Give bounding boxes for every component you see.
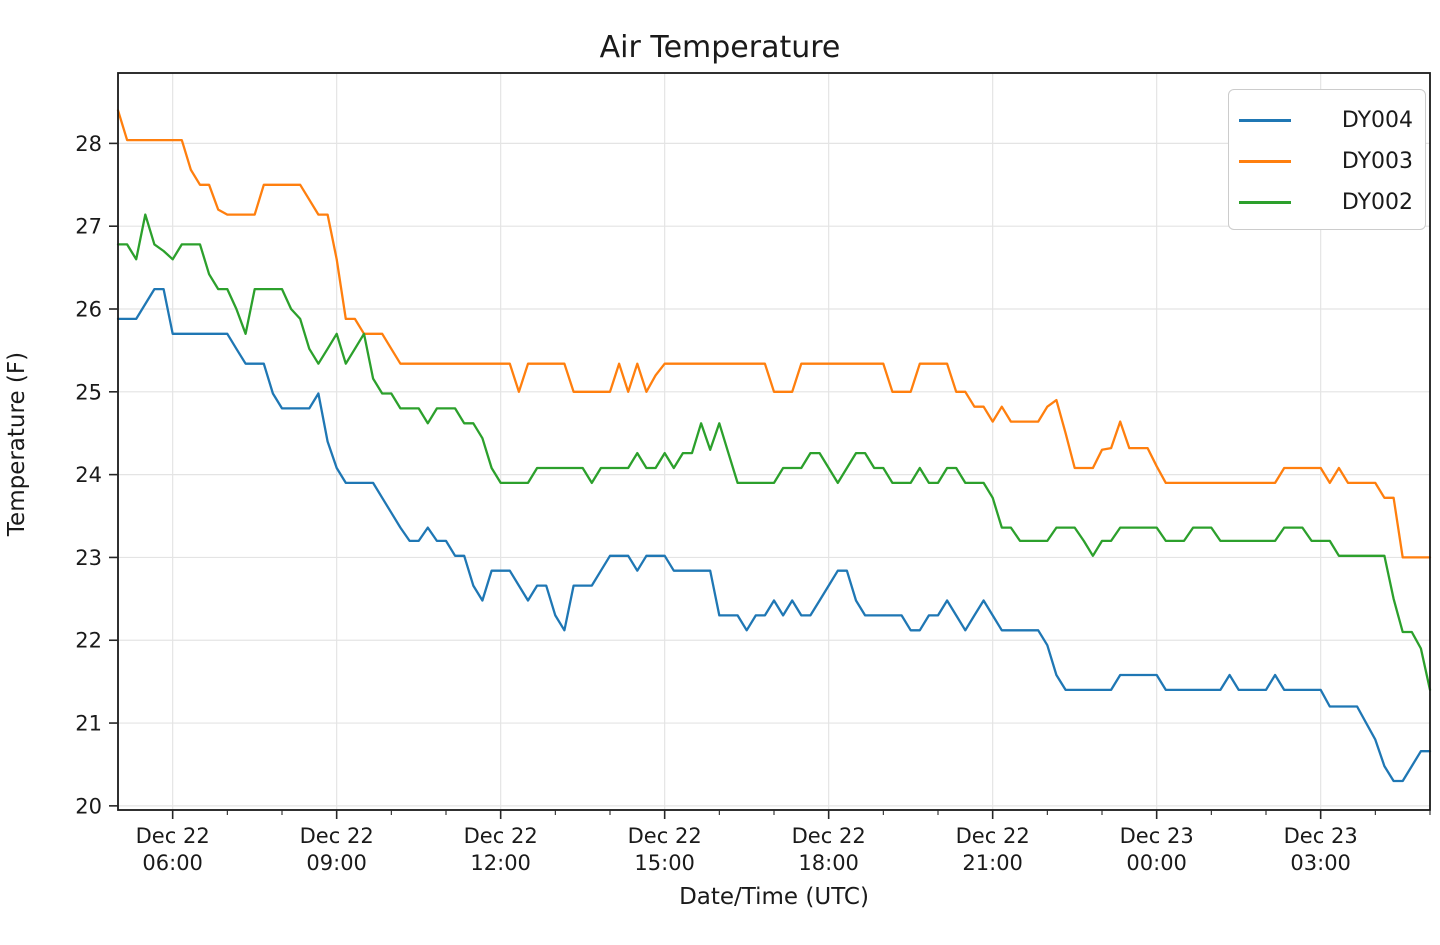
legend-label: DY004 bbox=[1341, 108, 1413, 133]
legend-label: DY002 bbox=[1341, 190, 1413, 215]
y-tick-label: 24 bbox=[75, 463, 102, 487]
legend-line-swatch bbox=[1239, 201, 1291, 204]
series-line-DY004 bbox=[116, 287, 1432, 783]
y-tick-label: 20 bbox=[75, 794, 102, 818]
series-line-DY003 bbox=[116, 109, 1432, 559]
x-tick-label: Dec 22 21:00 bbox=[956, 824, 1030, 875]
legend-item-DY002: DY002 bbox=[1229, 182, 1425, 223]
legend: DY004 DY003 DY002 bbox=[1228, 89, 1426, 230]
chart-title: Air Temperature bbox=[599, 30, 841, 65]
x-tick-label: Dec 22 12:00 bbox=[464, 824, 538, 875]
y-tick-label: 27 bbox=[75, 215, 102, 239]
x-axis-label: Date/Time (UTC) bbox=[679, 884, 869, 910]
legend-item-DY004: DY004 bbox=[1229, 100, 1425, 141]
x-tick-label: Dec 22 18:00 bbox=[792, 824, 866, 875]
legend-line-swatch bbox=[1239, 119, 1291, 122]
y-tick-label: 25 bbox=[75, 380, 102, 404]
y-tick-label: 21 bbox=[75, 712, 102, 736]
legend-label: DY003 bbox=[1341, 149, 1413, 174]
x-tick-label: Dec 22 06:00 bbox=[136, 824, 210, 875]
legend-item-DY003: DY003 bbox=[1229, 141, 1425, 182]
y-tick-label: 22 bbox=[75, 629, 102, 653]
y-tick-label: 28 bbox=[75, 132, 102, 156]
x-tick-label: Dec 23 00:00 bbox=[1120, 824, 1194, 875]
y-axis-label: Temperature (F) bbox=[4, 351, 30, 537]
legend-line-swatch bbox=[1239, 160, 1291, 163]
y-tick-label: 23 bbox=[75, 546, 102, 570]
x-tick-label: Dec 23 03:00 bbox=[1284, 824, 1358, 875]
x-tick-label: Dec 22 15:00 bbox=[628, 824, 702, 875]
series-line-DY002 bbox=[116, 213, 1432, 692]
x-tick-label: Dec 22 09:00 bbox=[300, 824, 374, 875]
y-tick-label: 26 bbox=[75, 298, 102, 322]
